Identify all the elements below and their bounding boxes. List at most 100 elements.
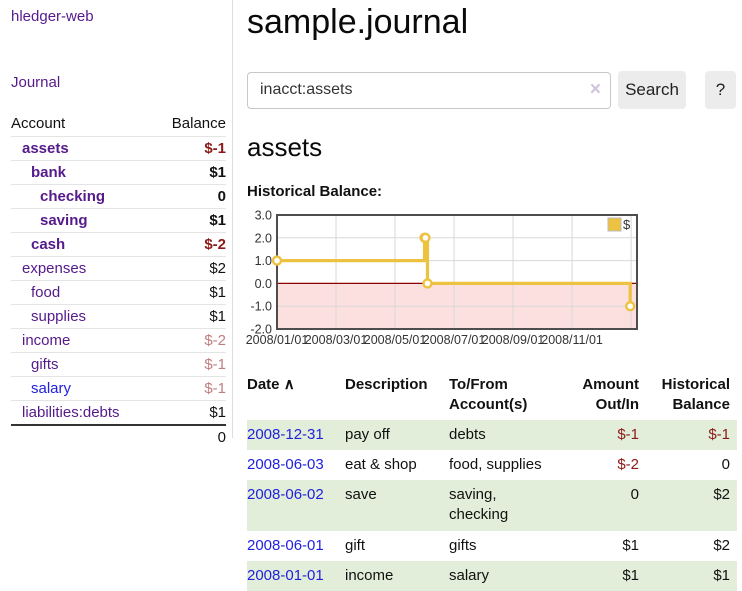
account-link-food[interactable]: food: [31, 284, 60, 301]
account-balance: $-2: [154, 329, 226, 353]
account-link-income[interactable]: income: [22, 332, 70, 349]
account-link-gifts[interactable]: gifts: [31, 356, 59, 373]
data-point-marker[interactable]: [273, 257, 281, 265]
account-balance: $-1: [154, 353, 226, 377]
transaction-date-link[interactable]: 2008-06-03: [247, 456, 324, 473]
legend-label: $: [623, 217, 631, 232]
x-axis-tick-label: 2008/07/01: [423, 333, 486, 347]
account-link-saving[interactable]: saving: [40, 212, 88, 229]
col-header-balance: Historical Balance: [647, 373, 737, 420]
account-name-cell: assets: [11, 137, 154, 161]
transaction-balance: 0: [647, 450, 737, 480]
transaction-date-cell: 2008-12-31: [247, 420, 345, 450]
sort-asc-icon: ∧: [284, 376, 295, 393]
data-point-marker[interactable]: [626, 302, 634, 310]
account-balance: $-1: [154, 137, 226, 161]
transaction-description: gift: [345, 531, 449, 561]
account-name-cell: gifts: [11, 353, 154, 377]
transaction-description: income: [345, 561, 449, 591]
col-header-date-label: Date: [247, 376, 280, 393]
transaction-amount: $1: [561, 561, 647, 591]
legend-swatch: [608, 218, 621, 231]
account-link-assets[interactable]: assets: [22, 140, 69, 157]
account-balance: $1: [154, 161, 226, 185]
transaction-date-link[interactable]: 2008-06-02: [247, 486, 324, 503]
help-button[interactable]: ?: [705, 71, 736, 109]
account-row: liabilities:debts$1: [11, 401, 226, 426]
transaction-accounts: salary: [449, 561, 561, 591]
transaction-date-link[interactable]: 2008-01-01: [247, 567, 324, 584]
transaction-accounts: food, supplies: [449, 450, 561, 480]
col-header-accounts: To/From Account(s): [449, 373, 561, 420]
transaction-amount: 0: [561, 480, 647, 531]
transaction-date-link[interactable]: 2008-06-01: [247, 537, 324, 554]
account-row: supplies $1: [11, 305, 226, 329]
transaction-amount: $-1: [561, 420, 647, 450]
main-content: sample.journal × Search ? assets Histori…: [233, 0, 742, 582]
account-link-supplies[interactable]: supplies: [31, 308, 86, 325]
transaction-accounts: gifts: [449, 531, 561, 561]
account-row: assets $-1: [11, 137, 226, 161]
account-link-expenses[interactable]: expenses: [22, 260, 86, 277]
chart-title: Historical Balance:: [247, 183, 742, 200]
page-title: sample.journal: [247, 3, 742, 42]
account-link-cash[interactable]: cash: [31, 236, 65, 253]
data-point-marker[interactable]: [421, 234, 429, 242]
accounts-body: assets $-1 bank $1 checking 0 saving $1 cash $-2 e…: [11, 137, 226, 426]
account-name-cell: saving: [11, 209, 154, 233]
search-input[interactable]: [247, 72, 611, 109]
transaction-amount: $1: [561, 531, 647, 561]
x-axis-tick-label: 2008/03/01: [305, 333, 368, 347]
transactions-table: Date ∧ Description To/From Account(s) Am…: [247, 373, 737, 591]
accounts-header-balance: Balance: [154, 112, 226, 137]
account-name-cell: checking: [11, 185, 154, 209]
account-link-bank[interactable]: bank: [31, 164, 66, 181]
clear-search-icon[interactable]: ×: [590, 79, 601, 101]
account-row: saving $1: [11, 209, 226, 233]
account-balance: 0: [154, 185, 226, 209]
account-link-checking[interactable]: checking: [40, 188, 105, 205]
account-link-salary[interactable]: salary: [31, 380, 71, 397]
sidebar-item-journal[interactable]: Journal: [11, 74, 226, 91]
account-name-cell: expenses: [11, 257, 154, 281]
sidebar: hledger-web Journal Account Balance asse…: [0, 0, 233, 438]
app-title-link[interactable]: hledger-web: [11, 8, 226, 25]
account-name-cell: income: [11, 329, 154, 353]
account-title: assets: [247, 132, 742, 163]
x-axis-tick-label: 2008/09/01: [482, 333, 545, 347]
account-name-cell: bank: [11, 161, 154, 185]
col-header-amount: Amount Out/In: [561, 373, 647, 420]
account-name-cell: cash: [11, 233, 154, 257]
col-header-description: Description: [345, 373, 449, 420]
account-balance: $-2: [154, 233, 226, 257]
data-point-marker[interactable]: [423, 279, 431, 287]
account-row: cash $-2: [11, 233, 226, 257]
account-balance: $1: [154, 305, 226, 329]
transaction-date-cell: 2008-01-01: [247, 561, 345, 591]
accounts-total-row: 0: [11, 425, 226, 449]
account-balance: $1: [154, 209, 226, 233]
transaction-date-cell: 2008-06-02: [247, 480, 345, 531]
account-row: checking 0: [11, 185, 226, 209]
account-name-cell: food: [11, 281, 154, 305]
search-bar: × Search ?: [247, 71, 742, 109]
transaction-date-cell: 2008-06-03: [247, 450, 345, 480]
accounts-total-spacer: [11, 425, 154, 449]
account-balance: $1: [154, 281, 226, 305]
historical-balance-chart[interactable]: 3.02.01.00.0-1.0-2.02008/01/012008/03/01…: [247, 209, 742, 351]
y-axis-tick-label: 0.0: [255, 277, 272, 291]
transaction-date-link[interactable]: 2008-12-31: [247, 426, 324, 443]
accounts-total-balance: 0: [154, 425, 226, 449]
col-header-date[interactable]: Date ∧: [247, 373, 345, 420]
search-field-wrap: ×: [247, 72, 611, 109]
accounts-table: Account Balance assets $-1 bank $1 checking 0…: [11, 112, 226, 449]
account-link-liabilities-debts[interactable]: liabilities:debts: [22, 404, 120, 421]
account-balance: $2: [154, 257, 226, 281]
search-button[interactable]: Search: [618, 71, 686, 109]
x-axis-tick-label: 2008/05/01: [364, 333, 427, 347]
accounts-header-row: Account Balance: [11, 112, 226, 137]
